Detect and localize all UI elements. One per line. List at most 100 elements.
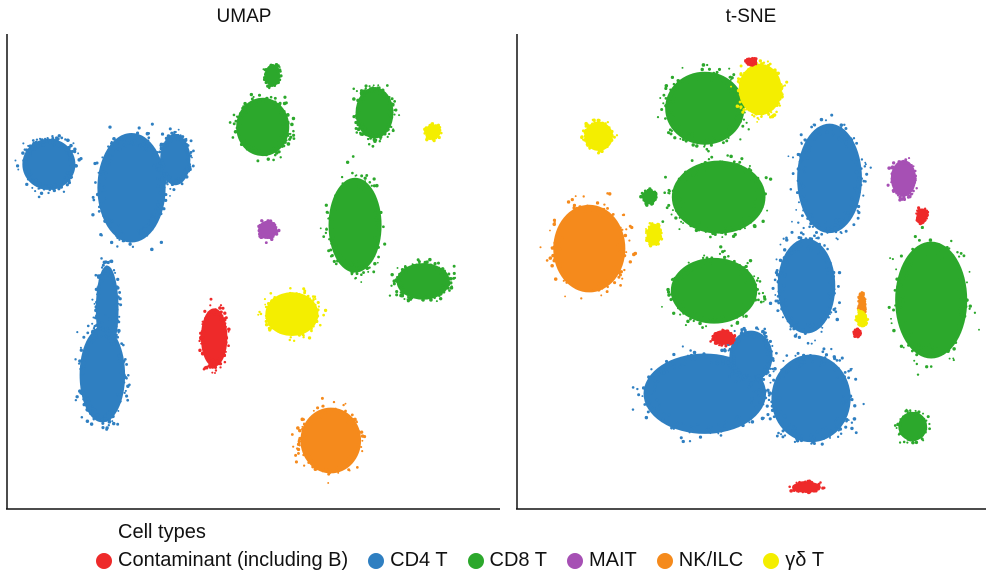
cell-point xyxy=(797,221,800,224)
cell-point xyxy=(850,157,854,161)
cell-point xyxy=(662,412,666,416)
cell-point xyxy=(914,169,917,173)
cell-point xyxy=(452,264,456,268)
cell-point xyxy=(899,344,904,348)
cell-point xyxy=(388,114,391,117)
cell-point xyxy=(766,368,769,371)
cell-point xyxy=(690,134,694,138)
cell-point xyxy=(686,172,691,177)
cell-point xyxy=(722,255,727,260)
cell-point xyxy=(37,181,41,185)
cell-point xyxy=(118,315,121,318)
cell-point xyxy=(344,409,347,413)
cell-point xyxy=(847,376,851,380)
cell-point xyxy=(278,76,281,79)
cell-point xyxy=(901,299,905,303)
cell-point xyxy=(762,341,765,344)
cell-point xyxy=(729,333,734,338)
cell-point xyxy=(838,427,843,431)
cell-point xyxy=(113,293,118,298)
cell-point xyxy=(662,371,666,375)
cell-point xyxy=(278,78,282,82)
cell-point xyxy=(177,177,180,181)
cell-point xyxy=(310,327,313,331)
cell-point xyxy=(673,288,677,292)
cell-point xyxy=(935,345,939,348)
cell-point xyxy=(406,298,409,301)
cell-point xyxy=(158,171,161,174)
cell-point xyxy=(835,237,838,240)
cell-point xyxy=(819,481,822,484)
cell-point xyxy=(160,132,165,136)
cell-point xyxy=(400,267,405,272)
cell-point xyxy=(89,403,92,407)
cell-point xyxy=(764,331,767,334)
cell-point xyxy=(801,328,805,332)
cell-point xyxy=(680,422,683,425)
cell-point xyxy=(408,291,412,296)
cell-point xyxy=(82,353,86,357)
cell-point xyxy=(365,266,370,271)
cell-point xyxy=(89,422,94,426)
cell-point xyxy=(115,313,118,317)
cell-point xyxy=(950,239,953,243)
cell-point xyxy=(361,439,364,442)
cell-point xyxy=(837,218,842,222)
cell-point xyxy=(743,71,746,75)
cluster-cd4-t-13 xyxy=(787,113,872,246)
cell-point xyxy=(795,359,799,363)
cluster-core xyxy=(729,330,773,382)
cell-point xyxy=(252,104,255,107)
cell-point xyxy=(754,112,758,116)
cluster-cd8-t-9 xyxy=(388,257,457,303)
cell-point xyxy=(764,176,768,180)
cell-point xyxy=(327,249,331,253)
cell-point xyxy=(167,138,171,142)
cell-point xyxy=(572,206,576,210)
cell-point xyxy=(314,303,317,307)
cell-point xyxy=(793,324,797,328)
cell-point xyxy=(741,216,746,221)
cell-point xyxy=(34,190,37,193)
cell-point xyxy=(744,227,746,230)
cell-point xyxy=(803,138,806,141)
cell-point xyxy=(839,123,844,127)
cell-point xyxy=(848,216,852,220)
cell-point xyxy=(324,231,328,235)
cell-point xyxy=(724,316,728,320)
cell-point xyxy=(738,118,741,120)
cell-point xyxy=(308,422,311,425)
cell-point xyxy=(303,329,307,333)
cell-point xyxy=(748,167,751,170)
cell-point xyxy=(767,362,771,365)
cell-point xyxy=(299,330,302,333)
cell-point xyxy=(207,314,210,317)
cell-point xyxy=(864,322,867,326)
cell-point xyxy=(742,266,746,270)
cell-point xyxy=(778,289,782,293)
cell-point xyxy=(214,308,217,310)
cell-point xyxy=(927,343,931,347)
cell-point xyxy=(297,451,300,455)
cell-point xyxy=(842,403,845,406)
cell-point xyxy=(160,176,163,179)
cell-point xyxy=(740,330,744,334)
cell-point xyxy=(379,137,382,141)
cell-point xyxy=(733,361,736,365)
cell-point xyxy=(159,240,164,245)
cell-point xyxy=(376,230,380,233)
cell-point xyxy=(156,177,159,180)
cell-point xyxy=(431,135,436,139)
cell-point xyxy=(596,148,599,150)
cell-point xyxy=(374,248,377,251)
cell-point xyxy=(763,297,767,301)
cell-point xyxy=(737,266,741,270)
cell-point xyxy=(793,440,797,444)
cell-point xyxy=(378,134,381,137)
cluster-contaminant-including-b-13 xyxy=(198,297,231,374)
cell-point xyxy=(357,113,360,116)
cell-point xyxy=(913,438,917,442)
cell-point xyxy=(631,408,635,411)
cell-point xyxy=(266,157,270,161)
cell-point xyxy=(910,349,914,353)
